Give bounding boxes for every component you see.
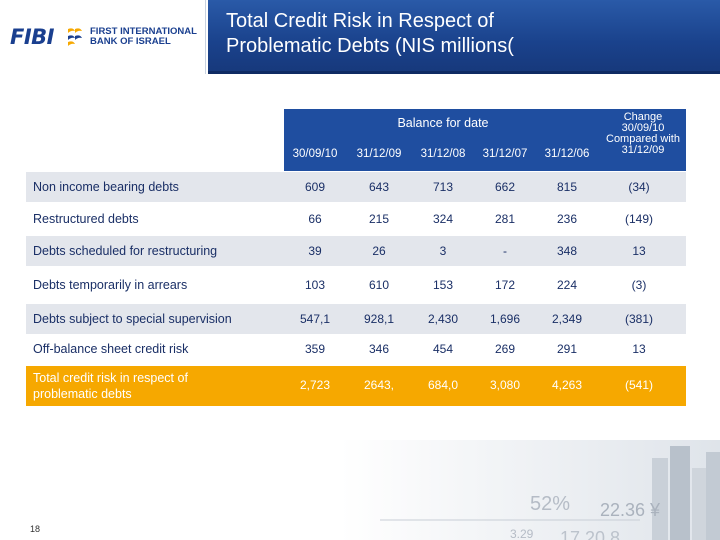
table-cell: 928,1: [363, 312, 395, 326]
change-cell: (34): [628, 180, 650, 194]
table-cell: 39: [308, 244, 322, 258]
column-header-date: 31/12/06: [544, 148, 590, 160]
table-cell: 2,349: [551, 312, 583, 326]
table-cell: 269: [494, 342, 516, 356]
table-row: Off-balance sheet credit risk 359 346 45…: [26, 334, 686, 364]
table-cell: 359: [304, 342, 326, 356]
table-cell: 224: [556, 278, 578, 292]
table-cell: 643: [368, 180, 390, 194]
column-header-date: 30/09/10: [292, 148, 338, 160]
table-cell: 547,1: [299, 312, 331, 326]
row-label: Non income bearing debts: [33, 180, 179, 194]
deco-label: 17.20 8: [560, 528, 620, 540]
table-cell: 454: [432, 342, 454, 356]
table-cell: 236: [556, 212, 578, 226]
table-header: [284, 109, 686, 171]
row-label: Debts subject to special supervision: [33, 312, 232, 326]
row-label: Off-balance sheet credit risk: [33, 342, 189, 356]
logo-area: FIBI FIRST INTERNATIONAL BANK OF ISRAEL: [0, 0, 206, 74]
table-row: Debts scheduled for restructuring 39 26 …: [26, 236, 686, 266]
decorative-finance-graphic: 52% 22.36 ¥ 3.29 17.20 8: [340, 440, 720, 540]
logo-bank-name: FIRST INTERNATIONAL BANK OF ISRAEL: [90, 26, 197, 47]
row-label: Debts temporarily in arrears: [33, 278, 188, 292]
table-cell: 815: [556, 180, 578, 194]
deco-label: 3.29: [510, 527, 534, 540]
balance-header: Balance for date: [397, 116, 489, 130]
table-cell: 103: [304, 278, 326, 292]
column-header-date: 31/12/09: [356, 148, 402, 160]
column-header-change: Change 30/09/10 Compared with 31/12/09: [606, 111, 680, 156]
change-cell: (541): [624, 378, 653, 392]
table-row: Restructured debts 66 215 324 281 236 (1…: [26, 204, 686, 234]
table-cell: 662: [494, 180, 516, 194]
column-header-date: 31/12/08: [420, 148, 466, 160]
deco-label: 22.36 ¥: [600, 500, 661, 520]
title-banner: Total Credit Risk in Respect of Problema…: [208, 0, 720, 74]
table-row: Debts temporarily in arrears 103 610 153…: [26, 270, 686, 300]
table-row: Debts subject to special supervision 547…: [26, 304, 686, 334]
table-cell: 26: [372, 244, 386, 258]
total-row: Total credit risk in respect of problema…: [26, 366, 686, 406]
table-cell: 2,430: [427, 312, 459, 326]
table-cell: 2,723: [299, 378, 331, 392]
table-cell: 609: [304, 180, 326, 194]
page-number: 18: [30, 524, 41, 534]
table-cell: 610: [368, 278, 390, 292]
table-cell: 153: [432, 278, 454, 292]
deco-label: 52%: [530, 493, 570, 515]
table-cell: 324: [432, 212, 454, 226]
table-cell: 2643,: [363, 378, 395, 392]
column-header-date: 31/12/07: [482, 148, 528, 160]
change-cell: 13: [632, 244, 646, 258]
change-cell: (3): [631, 278, 647, 292]
table-cell: 346: [368, 342, 390, 356]
table-cell: 1,696: [489, 312, 521, 326]
change-cell: 13: [632, 342, 646, 356]
table-row: Non income bearing debts 609 643 713 662…: [26, 172, 686, 202]
table-cell: 281: [494, 212, 516, 226]
row-label: Total credit risk in respect of problema…: [33, 371, 188, 401]
change-cell: (149): [624, 212, 653, 226]
page-title: Total Credit Risk in Respect of Problema…: [226, 10, 514, 57]
table-cell: -: [503, 244, 507, 258]
row-label: Restructured debts: [33, 212, 139, 226]
table-cell: 66: [308, 212, 322, 226]
table-cell: 3,080: [489, 378, 521, 392]
table-cell: 215: [368, 212, 390, 226]
table-cell: 172: [494, 278, 516, 292]
row-label: Debts scheduled for restructuring: [33, 244, 218, 258]
table-cell: 3: [439, 244, 447, 258]
table-cell: 4,263: [551, 378, 583, 392]
table-cell: 291: [556, 342, 578, 356]
table-cell: 713: [432, 180, 454, 194]
table-cell: 348: [556, 244, 578, 258]
logo-brand: FIBI: [10, 25, 54, 49]
table-cell: 684,0: [427, 378, 459, 392]
bank-logo-icon: [68, 28, 82, 46]
change-cell: (381): [624, 312, 653, 326]
